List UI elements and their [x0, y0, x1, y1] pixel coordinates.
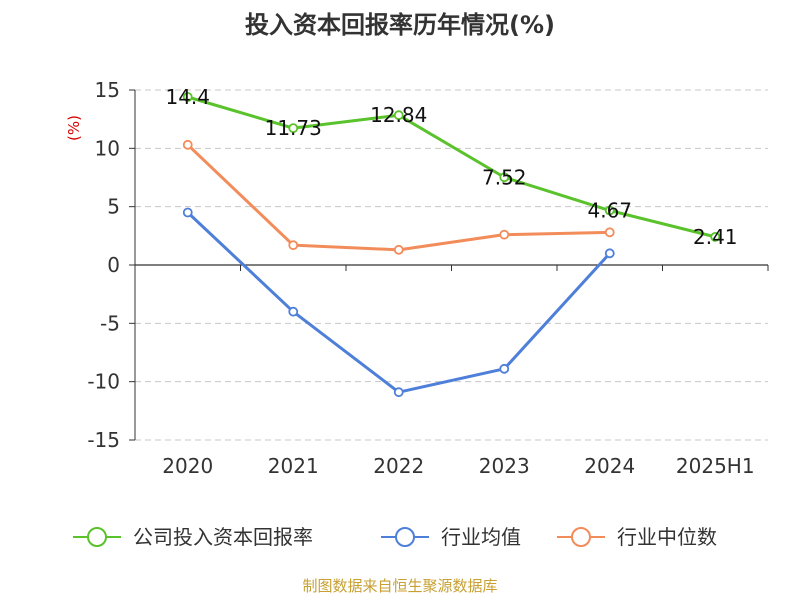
x-tick-label: 2022	[373, 454, 424, 478]
y-tick-label: 5	[107, 195, 120, 219]
data-point	[499, 363, 510, 374]
legend: 公司投入资本回报率 行业均值 行业中位数	[73, 525, 717, 549]
data-point	[604, 248, 615, 259]
data-point	[499, 172, 510, 183]
chart-title: 投入资本回报率历年情况(%)	[245, 11, 555, 39]
data-point	[182, 92, 193, 102]
y-tick-label: -5	[100, 311, 120, 335]
legend-label: 公司投入资本回报率	[133, 525, 313, 549]
legend-label: 行业均值	[441, 525, 521, 549]
data-label: 2.41	[693, 225, 738, 249]
x-tick-label: 2024	[584, 454, 635, 478]
data-point	[710, 231, 721, 242]
y-tick-label: -15	[87, 428, 120, 452]
data-point	[288, 240, 299, 251]
legend-marker-circle	[87, 527, 107, 547]
legend-label: 行业中位数	[617, 525, 717, 549]
y-axis-unit: (%)	[65, 115, 83, 141]
y-tick-label: -10	[87, 370, 120, 394]
data-point	[393, 387, 404, 398]
data-point	[288, 306, 299, 317]
data-labels: 14.4 11.73 12.84 7.52 4.67 2.41	[165, 85, 737, 249]
y-tick-label: 10	[95, 136, 120, 160]
series-line-0	[186, 95, 717, 239]
grid	[135, 89, 768, 441]
series-group	[182, 92, 721, 398]
y-tick-label: 0	[107, 253, 120, 277]
x-tick-label: 2021	[268, 454, 319, 478]
data-label: 14.4	[165, 85, 210, 109]
axes: 15 10 5 0 -5 -10 -15 2020 2021 2022 2023 2024 2025H1	[87, 78, 769, 478]
y-tick-label: 15	[95, 78, 120, 102]
data-point	[499, 229, 510, 240]
legend-marker-circle	[571, 527, 591, 547]
x-tick-label: 2023	[479, 454, 530, 478]
series-line-2	[186, 143, 612, 252]
data-label: 4.67	[587, 199, 632, 223]
data-point	[604, 205, 615, 216]
data-label: 12.84	[370, 103, 427, 127]
x-tick-label: 2025H1	[676, 454, 755, 478]
data-point	[604, 227, 615, 238]
data-label: 11.73	[265, 116, 322, 140]
legend-marker-circle	[395, 527, 415, 547]
data-label: 7.52	[482, 165, 527, 189]
data-point	[288, 123, 299, 134]
data-point	[393, 244, 404, 255]
data-point	[393, 110, 404, 121]
series-line-1	[186, 211, 612, 394]
source-note: 制图数据来自恒生聚源数据库	[302, 577, 497, 595]
data-point	[182, 139, 193, 150]
data-point	[182, 207, 193, 218]
x-tick-label: 2020	[162, 454, 213, 478]
